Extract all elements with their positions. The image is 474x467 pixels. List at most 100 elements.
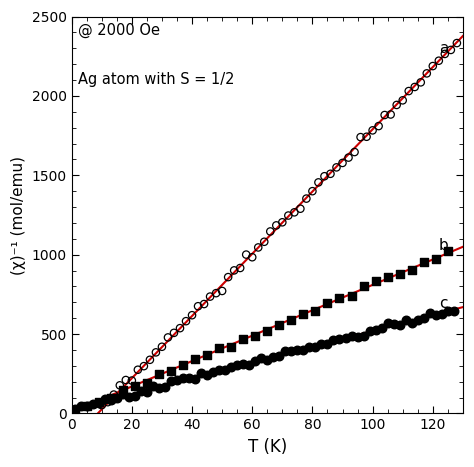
Point (396, 321, 403, 329)
Point (453, 39, 461, 47)
Point (248, 254, 256, 261)
Point (95, 398, 102, 405)
Point (282, 347, 289, 355)
Point (311, 343, 319, 351)
Point (215, 366, 223, 374)
Point (149, 382, 157, 389)
Point (432, 311, 439, 319)
Point (71, 405, 79, 413)
Point (447, 46, 455, 54)
X-axis label: T (K): T (K) (247, 438, 287, 456)
Point (293, 347, 301, 354)
Point (342, 335, 349, 342)
Point (336, 294, 343, 302)
Point (366, 327, 374, 335)
Point (444, 307, 452, 315)
Point (170, 329, 178, 337)
Point (179, 361, 187, 368)
Point (324, 340, 331, 347)
Point (369, 127, 376, 134)
Point (206, 293, 214, 300)
Point (219, 287, 226, 295)
Point (396, 270, 403, 277)
Point (387, 111, 394, 118)
Point (155, 384, 163, 392)
Point (411, 83, 419, 91)
Point (420, 258, 428, 265)
Text: b: b (439, 238, 448, 253)
Point (432, 255, 439, 262)
Point (164, 334, 172, 341)
Point (339, 159, 346, 167)
Point (450, 307, 458, 314)
Point (131, 392, 138, 399)
Point (251, 358, 259, 365)
Point (161, 383, 169, 390)
Point (300, 310, 307, 318)
Point (264, 327, 271, 334)
Point (354, 333, 361, 340)
Text: @ 2000 Oe: @ 2000 Oe (78, 23, 160, 38)
Point (405, 87, 412, 95)
Point (266, 228, 274, 235)
Point (194, 303, 202, 310)
Point (197, 369, 205, 377)
Point (318, 340, 325, 348)
Point (261, 238, 268, 246)
Text: a: a (439, 41, 448, 56)
Point (239, 335, 247, 343)
Point (95, 399, 102, 407)
Point (441, 50, 448, 57)
Point (324, 299, 331, 306)
Point (420, 314, 428, 321)
Point (327, 170, 334, 177)
Point (257, 354, 265, 362)
Point (101, 395, 109, 403)
Text: Ag atom with S = 1/2: Ag atom with S = 1/2 (78, 72, 234, 87)
Point (345, 154, 352, 161)
Y-axis label: (χ)⁻¹ (mol/emu): (χ)⁻¹ (mol/emu) (11, 156, 26, 275)
Point (417, 78, 425, 86)
Point (140, 362, 148, 370)
Point (215, 344, 223, 352)
Point (125, 394, 133, 401)
Point (357, 134, 365, 141)
Point (246, 361, 253, 369)
Point (152, 349, 160, 356)
Point (414, 316, 421, 324)
Point (113, 394, 120, 402)
Point (399, 97, 407, 104)
Point (273, 222, 280, 229)
Point (107, 394, 115, 402)
Point (201, 300, 208, 308)
Point (330, 336, 337, 344)
Point (378, 324, 385, 331)
Point (179, 374, 187, 382)
Point (348, 292, 356, 300)
Point (306, 343, 313, 350)
Point (155, 371, 163, 378)
Point (119, 390, 127, 397)
Point (89, 400, 97, 407)
Point (110, 391, 118, 398)
Point (83, 403, 91, 410)
Point (438, 310, 446, 318)
Point (128, 377, 136, 384)
Point (239, 361, 247, 368)
Point (228, 343, 235, 350)
Point (191, 355, 199, 362)
Point (116, 382, 124, 389)
Point (300, 347, 307, 354)
Point (381, 111, 388, 119)
Point (167, 377, 175, 385)
Point (288, 347, 295, 355)
Point (288, 316, 295, 324)
Point (264, 356, 271, 363)
Text: c: c (439, 297, 447, 311)
Point (360, 332, 367, 340)
Point (384, 273, 392, 280)
Point (122, 376, 129, 384)
Point (297, 205, 304, 212)
Point (315, 179, 322, 186)
Point (423, 70, 430, 77)
